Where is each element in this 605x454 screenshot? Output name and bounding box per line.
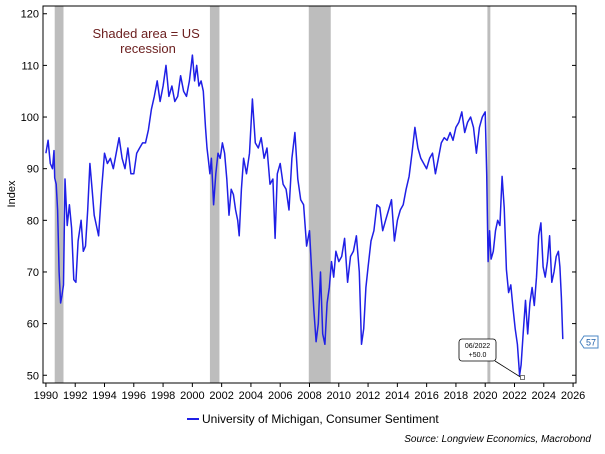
annotation-value: +50.0 <box>469 352 487 359</box>
x-tick-label: 2008 <box>297 390 321 402</box>
recession-band <box>487 6 491 383</box>
legend-series-name: University of Michigan, Consumer Sentime… <box>202 412 439 426</box>
annotation-box <box>458 338 497 362</box>
y-tick-label: 70 <box>27 267 39 279</box>
recession-note: Shaded area = US recession <box>93 26 204 56</box>
y-tick-label: 80 <box>27 215 39 227</box>
source-note: Source: Longview Economics, Macrobond <box>404 434 591 445</box>
recession-band <box>308 6 331 383</box>
last-value-tag: 57 <box>579 335 599 349</box>
recession-band <box>54 6 64 383</box>
annotation-marker <box>520 375 525 380</box>
y-tick-label: 50 <box>27 370 39 382</box>
x-tick-label: 2010 <box>327 390 351 402</box>
y-tick-label: 120 <box>21 9 39 21</box>
y-tick-label: 100 <box>21 112 39 124</box>
y-tick-label: 90 <box>27 164 39 176</box>
x-tick-label: 2014 <box>385 390 409 402</box>
x-tick-label: 2000 <box>180 390 204 402</box>
x-tick-label: 2020 <box>473 390 497 402</box>
x-tick-label: 2002 <box>209 390 233 402</box>
recession-bands <box>54 6 491 383</box>
x-tick-label: 2012 <box>356 390 380 402</box>
annotation-leader <box>494 360 523 379</box>
legend-swatch <box>187 418 199 420</box>
x-tick-label: 2004 <box>239 390 263 402</box>
y-tick-label: 60 <box>27 319 39 331</box>
x-tick-label: 1994 <box>92 390 116 402</box>
x-tick-label: 1992 <box>63 390 87 402</box>
axes: 50 60 70 80 90 100 110 120 1990 1992 1994 1996 1998 2… <box>21 9 586 402</box>
last-value-tag-shape <box>579 335 599 349</box>
x-tick-label: 1990 <box>34 390 58 402</box>
x-tick-label: 1996 <box>122 390 146 402</box>
last-value-label: 57 <box>586 338 596 348</box>
x-tick-label: 2018 <box>444 390 468 402</box>
x-tick-label: 1998 <box>151 390 175 402</box>
x-tick-label: 2024 <box>532 390 556 402</box>
x-tick-label: 2016 <box>414 390 438 402</box>
y-axis-label: Index <box>6 180 18 207</box>
annotation-date: 06/2022 <box>465 343 490 350</box>
legend: University of Michigan, Consumer Sentime… <box>187 412 439 426</box>
x-tick-label: 2006 <box>268 390 292 402</box>
trough-annotation: 06/2022 +50.0 <box>458 338 525 380</box>
series-line <box>45 54 564 377</box>
x-tick-label: 2026 <box>561 390 585 402</box>
x-tick-label: 2022 <box>502 390 526 402</box>
y-tick-label: 110 <box>21 60 39 72</box>
series-layer <box>45 54 564 377</box>
